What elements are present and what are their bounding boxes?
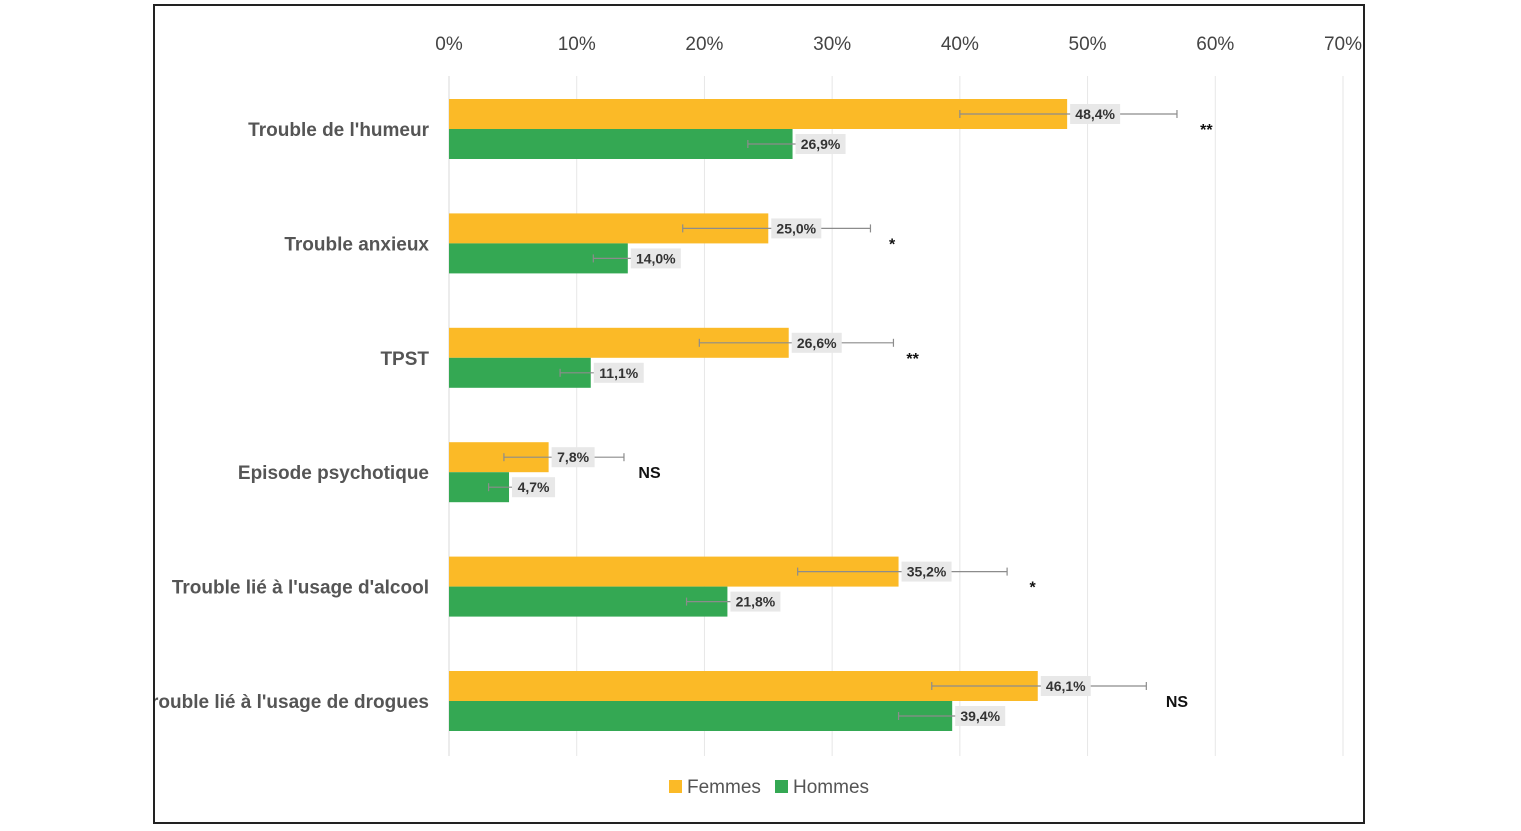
data-label-bg bbox=[1070, 104, 1121, 124]
data-label: 35,2% bbox=[907, 564, 947, 580]
data-label-bg bbox=[512, 477, 556, 498]
significance-marker: ** bbox=[1200, 122, 1213, 139]
data-label: 4,7% bbox=[518, 479, 550, 495]
data-label: 14,0% bbox=[636, 250, 676, 266]
bar-hommes bbox=[449, 701, 953, 731]
x-tick-label: 20% bbox=[685, 34, 723, 55]
data-label: 11,1% bbox=[599, 365, 638, 381]
bar-hommes bbox=[449, 129, 793, 159]
bar-hommes bbox=[449, 586, 728, 617]
x-tick-label: 60% bbox=[1196, 34, 1234, 55]
category-label: Trouble de l'humeur bbox=[248, 120, 429, 141]
chart-frame: 0% 10% 20% 30% 40% 50% 60% 70% Trouble de l'hum… bbox=[153, 4, 1365, 824]
data-label-bg bbox=[791, 332, 842, 353]
significance-marker: NS bbox=[1166, 694, 1189, 711]
x-tick-label: 40% bbox=[941, 34, 979, 55]
x-axis-ticks: 0% 10% 20% 30% 40% 50% 60% 70% bbox=[435, 34, 1362, 55]
error-bars bbox=[487, 110, 1178, 720]
x-tick-label: 70% bbox=[1324, 34, 1362, 55]
data-label: 26,9% bbox=[801, 136, 841, 152]
legend: Femmes Hommes bbox=[669, 777, 869, 798]
significance-marker: NS bbox=[638, 465, 661, 482]
category-label: Trouble lié à l'usage d'alcool bbox=[172, 578, 429, 599]
data-label: 26,6% bbox=[797, 335, 837, 351]
significance-markers: *****NS*NS bbox=[638, 122, 1213, 711]
significance-marker: * bbox=[889, 236, 896, 253]
data-label-bg bbox=[551, 447, 595, 468]
x-tick-label: 30% bbox=[813, 34, 851, 55]
data-label-bg bbox=[901, 561, 952, 582]
data-label-bg bbox=[593, 362, 644, 383]
data-label-bg bbox=[795, 134, 846, 154]
category-label: Trouble lié à l'usage de drogues bbox=[155, 692, 429, 713]
data-label-bg bbox=[1040, 676, 1091, 696]
legend-swatch-femmes bbox=[669, 780, 682, 793]
data-label: 21,8% bbox=[736, 594, 776, 610]
significance-marker: * bbox=[1030, 580, 1037, 597]
data-label-bg bbox=[955, 706, 1006, 726]
x-tick-label: 50% bbox=[1069, 34, 1107, 55]
legend-label: Femmes bbox=[687, 777, 761, 798]
data-label: 46,1% bbox=[1046, 678, 1086, 694]
legend-label: Hommes bbox=[793, 777, 869, 798]
x-tick-label: 10% bbox=[558, 34, 596, 55]
data-labels: 48,4% 26,9% 25,0% 14,0% 26,6% 11,1% 7,8% 4,7% 35… bbox=[512, 104, 1121, 726]
data-label-bg bbox=[630, 248, 681, 269]
data-label: 48,4% bbox=[1075, 106, 1115, 122]
data-label: 25,0% bbox=[776, 220, 816, 236]
category-label: TPST bbox=[380, 349, 429, 370]
significance-marker: ** bbox=[906, 351, 919, 368]
bars bbox=[449, 99, 1068, 731]
legend-swatch-hommes bbox=[775, 780, 788, 793]
data-label-bg bbox=[771, 218, 822, 239]
gridlines bbox=[448, 76, 1344, 756]
x-tick-label: 0% bbox=[435, 34, 463, 55]
data-label: 7,8% bbox=[557, 449, 589, 465]
bar-chart: 0% 10% 20% 30% 40% 50% 60% 70% Trouble de l'hum… bbox=[155, 34, 1362, 798]
category-labels: Trouble de l'humeur Trouble anxieux TPST Ep… bbox=[155, 120, 430, 713]
data-label-bg bbox=[730, 591, 781, 612]
category-label: Trouble anxieux bbox=[284, 234, 429, 255]
category-label: Episode psychotique bbox=[238, 463, 429, 484]
data-label: 39,4% bbox=[960, 708, 1000, 724]
